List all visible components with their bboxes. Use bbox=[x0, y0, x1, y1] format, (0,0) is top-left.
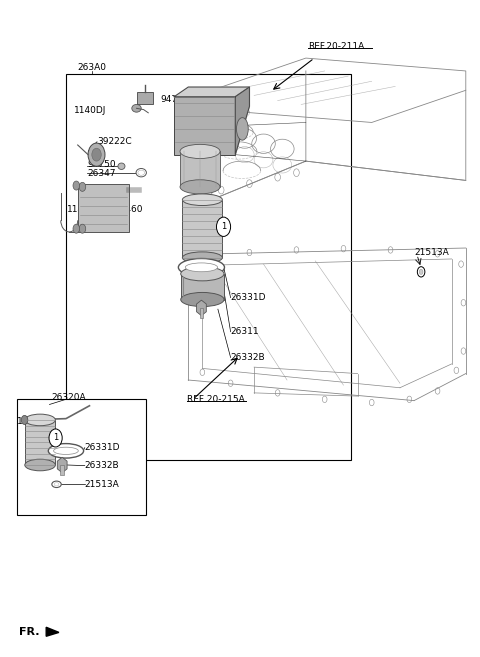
Bar bbox=[136, 91, 153, 104]
Ellipse shape bbox=[25, 414, 55, 426]
Circle shape bbox=[419, 269, 423, 275]
Ellipse shape bbox=[52, 481, 61, 487]
Ellipse shape bbox=[118, 163, 125, 170]
Ellipse shape bbox=[179, 258, 225, 276]
Text: 94750: 94750 bbox=[87, 160, 116, 169]
Circle shape bbox=[21, 415, 28, 424]
Text: 26332B: 26332B bbox=[85, 461, 120, 470]
Text: 25460: 25460 bbox=[114, 205, 143, 214]
Circle shape bbox=[216, 217, 230, 237]
Text: 26311: 26311 bbox=[230, 327, 259, 336]
Text: 26331D: 26331D bbox=[230, 293, 266, 302]
Bar bbox=[182, 200, 222, 258]
Bar bbox=[60, 465, 64, 475]
Ellipse shape bbox=[181, 267, 224, 281]
Polygon shape bbox=[174, 87, 250, 97]
Polygon shape bbox=[46, 627, 59, 636]
Bar bbox=[180, 152, 220, 187]
Text: 26332B: 26332B bbox=[230, 353, 265, 362]
Ellipse shape bbox=[54, 447, 78, 455]
Ellipse shape bbox=[136, 168, 146, 177]
Text: REF.20-211A: REF.20-211A bbox=[308, 42, 364, 51]
Ellipse shape bbox=[48, 443, 84, 458]
Text: 1: 1 bbox=[221, 222, 226, 231]
Bar bbox=[181, 274, 224, 300]
Text: 1: 1 bbox=[53, 434, 58, 442]
Circle shape bbox=[73, 224, 80, 233]
Text: 21513A: 21513A bbox=[85, 480, 120, 489]
Ellipse shape bbox=[237, 118, 248, 140]
Text: 21513A: 21513A bbox=[414, 248, 449, 257]
Circle shape bbox=[88, 143, 105, 166]
Ellipse shape bbox=[182, 252, 222, 263]
Text: FR.: FR. bbox=[19, 627, 39, 637]
Text: 94751: 94751 bbox=[160, 95, 189, 104]
Ellipse shape bbox=[182, 194, 222, 206]
Text: 26300: 26300 bbox=[203, 125, 231, 135]
Text: 26347: 26347 bbox=[87, 170, 116, 179]
Text: REF 20-215A: REF 20-215A bbox=[187, 395, 245, 404]
Circle shape bbox=[79, 183, 86, 191]
Circle shape bbox=[92, 148, 101, 161]
Bar bbox=[25, 420, 55, 465]
Ellipse shape bbox=[181, 292, 224, 307]
Bar bbox=[174, 97, 235, 154]
Ellipse shape bbox=[54, 483, 59, 486]
Bar bbox=[200, 308, 204, 318]
Ellipse shape bbox=[132, 104, 141, 112]
Text: 26331D: 26331D bbox=[85, 443, 120, 452]
Ellipse shape bbox=[180, 180, 220, 194]
Bar bbox=[66, 74, 350, 461]
Ellipse shape bbox=[180, 145, 220, 158]
Ellipse shape bbox=[25, 459, 55, 471]
Text: 1140DJ: 1140DJ bbox=[74, 106, 107, 116]
Circle shape bbox=[73, 181, 80, 190]
Ellipse shape bbox=[185, 263, 217, 272]
Circle shape bbox=[417, 267, 425, 277]
Bar bbox=[16, 399, 146, 515]
Text: 263A0: 263A0 bbox=[78, 63, 107, 72]
Text: 1140FX: 1140FX bbox=[16, 417, 51, 426]
Circle shape bbox=[49, 429, 62, 447]
Text: 26320A: 26320A bbox=[52, 393, 86, 402]
Ellipse shape bbox=[138, 170, 144, 175]
Bar bbox=[78, 184, 130, 232]
Text: 39222C: 39222C bbox=[97, 137, 132, 147]
Text: 1140DJ: 1140DJ bbox=[67, 205, 99, 214]
Circle shape bbox=[79, 224, 86, 233]
Polygon shape bbox=[235, 87, 250, 154]
